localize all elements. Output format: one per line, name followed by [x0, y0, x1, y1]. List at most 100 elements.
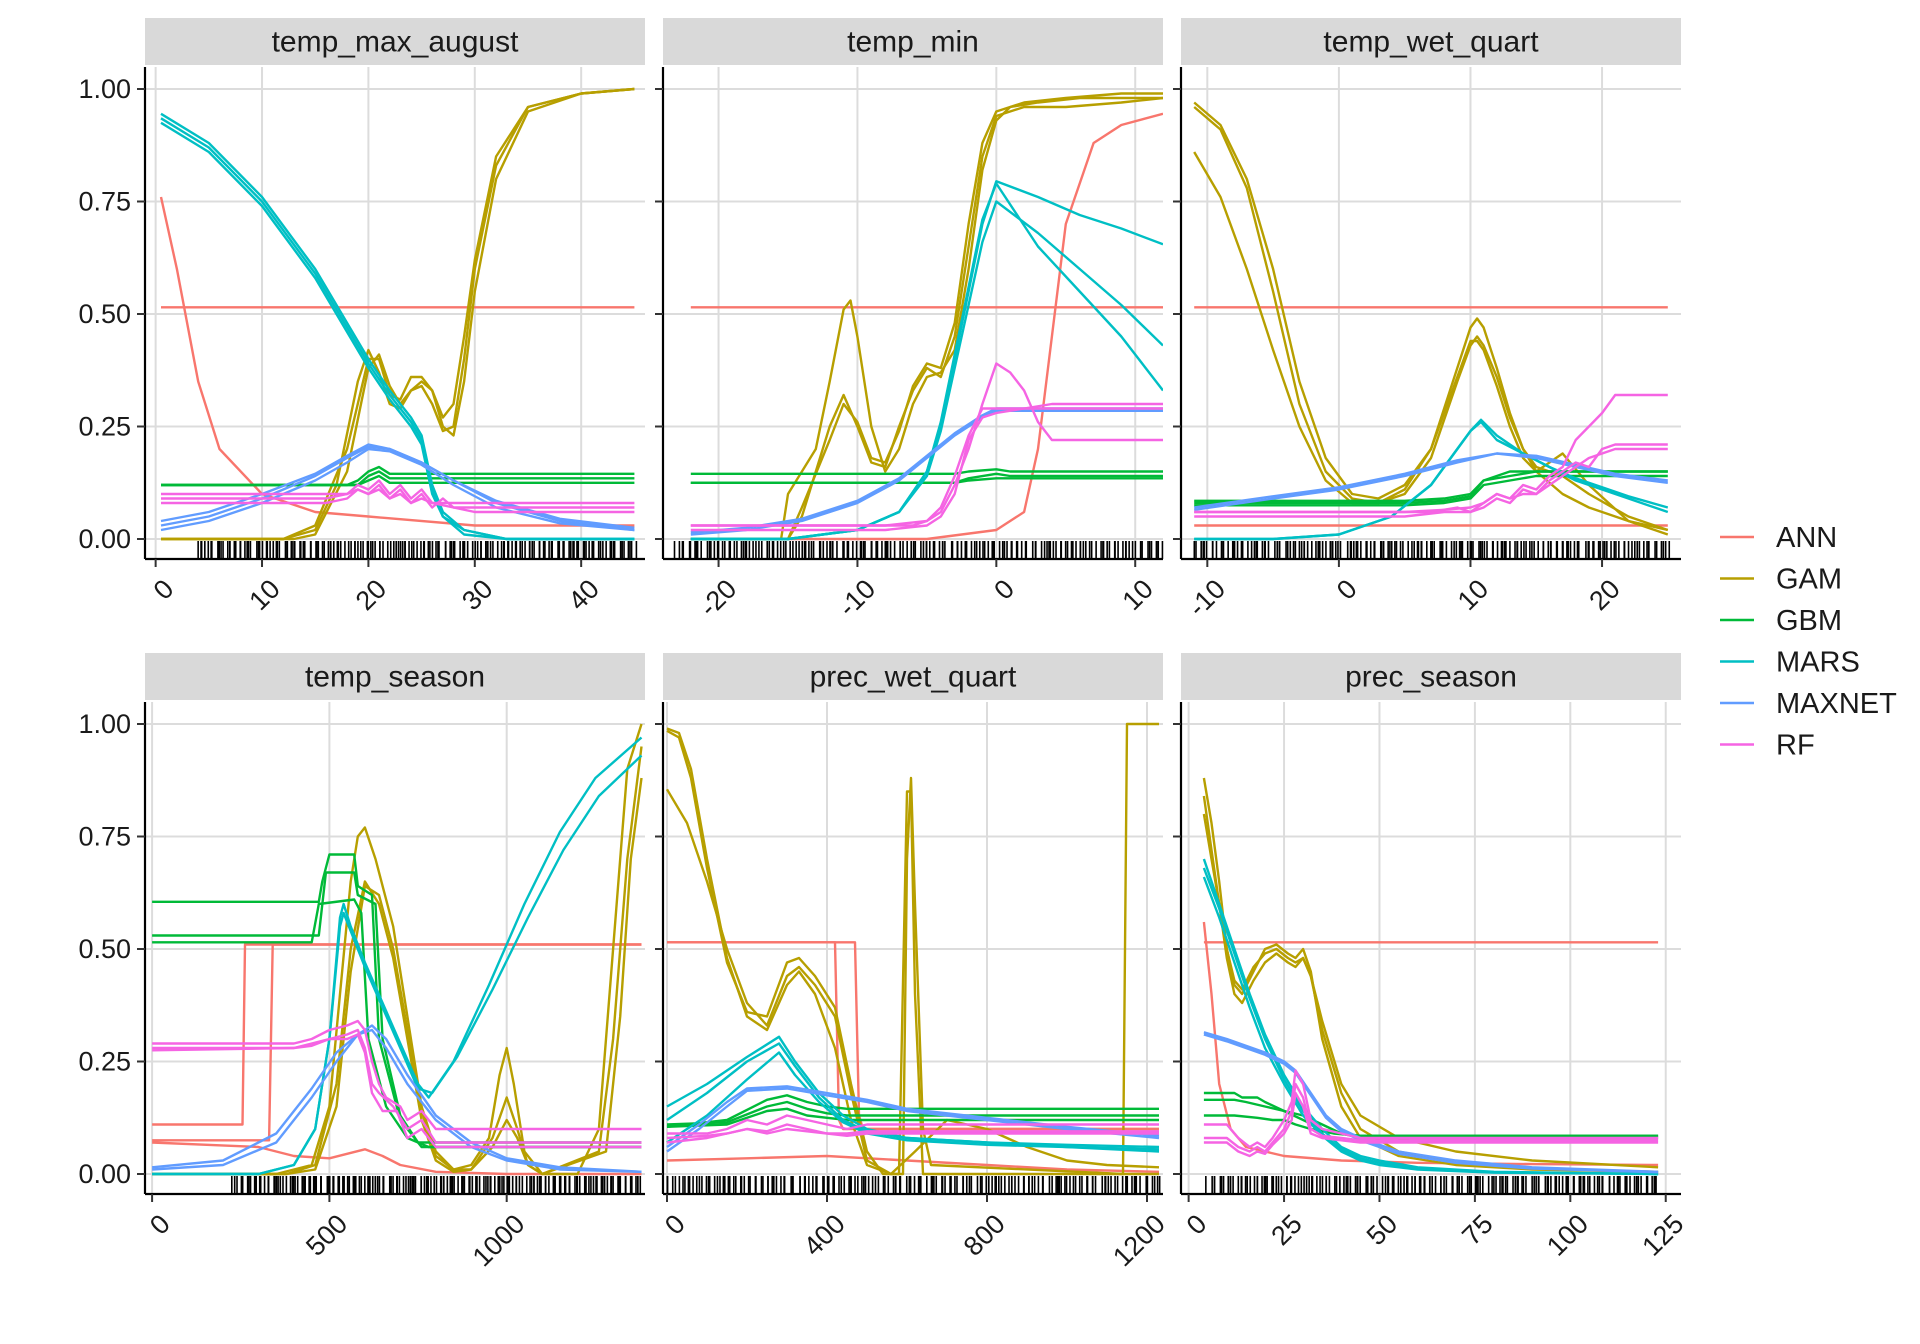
series-line-mars — [1202, 876, 1659, 1176]
series-line-maxnet — [1203, 1031, 1659, 1173]
y-tick-label: 0.25 — [78, 412, 131, 442]
legend-label: MAXNET — [1776, 688, 1897, 720]
series-line-rf — [161, 488, 635, 509]
series-line-gbm — [666, 1094, 1159, 1128]
y-tick-label: 1.00 — [78, 74, 131, 104]
series-line-maxnet — [1203, 1033, 1659, 1174]
series-line-maxnet — [151, 1024, 642, 1173]
y-tick-label: 0.50 — [78, 299, 131, 329]
series-line-mars — [666, 1042, 1160, 1151]
series-line-gbm — [690, 468, 1163, 475]
series-line-gam — [1193, 151, 1669, 536]
rug — [1193, 541, 1671, 559]
series-line-gbm — [152, 898, 642, 1149]
facet-strip — [145, 653, 645, 700]
facet-strip — [663, 653, 1163, 700]
legend-label: GAM — [1776, 564, 1842, 596]
series-line-rf — [666, 1127, 1159, 1140]
series-line-mars — [666, 1051, 1160, 1153]
facet-strip — [145, 18, 645, 65]
series-line-mars — [1202, 858, 1659, 1176]
legend-label: ANN — [1776, 522, 1837, 554]
legend-label: RF — [1776, 730, 1815, 762]
facet-label: temp_max_august — [272, 26, 519, 59]
series-line-mars — [160, 121, 635, 541]
facet-label: temp_wet_quart — [1323, 26, 1539, 59]
facet-strip — [663, 18, 1163, 65]
series-line-gam — [161, 87, 635, 541]
series-line-rf — [1203, 1082, 1659, 1153]
series-lines — [690, 92, 1163, 541]
legend-item-gbm: GBM — [1720, 605, 1842, 637]
rug — [666, 1176, 1161, 1194]
panel-temp_min: temp_min-20 -10 0 10 — [655, 18, 1164, 622]
series-line-mars — [152, 754, 643, 1176]
legend-item-ann: ANN — [1720, 522, 1837, 554]
series-line-mars — [160, 117, 635, 541]
series-line-gam — [690, 96, 1163, 541]
y-tick-label: 0.75 — [78, 187, 131, 217]
series-line-gbm — [1194, 470, 1668, 505]
facet-strip — [1181, 18, 1681, 65]
legend-item-mars: MARS — [1720, 647, 1860, 679]
series-line-maxnet — [160, 447, 635, 532]
facet-label: temp_min — [847, 26, 979, 59]
series-line-gam — [1202, 795, 1659, 1173]
rug — [230, 1176, 642, 1194]
series-line-gam — [152, 723, 643, 1176]
series-line-gam — [1202, 813, 1659, 1169]
series-line-gbm — [1194, 474, 1668, 507]
y-tick-label: 0.25 — [78, 1047, 131, 1077]
series-line-rf — [1203, 1091, 1659, 1158]
series-lines — [665, 722, 1160, 1176]
series-line-rf — [690, 402, 1163, 527]
series-line-maxnet — [1194, 452, 1668, 509]
series-line-maxnet — [666, 1087, 1160, 1153]
series-line-gam — [161, 87, 635, 541]
facet-strip — [1181, 653, 1681, 700]
series-line-rf — [1194, 443, 1668, 518]
rug — [673, 541, 1164, 559]
legend-label: MARS — [1776, 647, 1860, 679]
series-lines — [159, 87, 635, 541]
y-tick-label: 0.75 — [78, 822, 131, 852]
series-lines — [1202, 777, 1659, 1176]
rug — [1205, 1176, 1657, 1194]
series-line-gam — [666, 729, 1159, 1176]
series-line-ann — [690, 112, 1163, 541]
legend: ANN GAM GBM MARS MAXNET RF — [1720, 522, 1897, 762]
y-tick-label: 0.50 — [78, 934, 131, 964]
panel-temp_wet_quart: temp_wet_quart-10 0 10 20 — [1173, 18, 1681, 622]
series-line-rf — [161, 479, 635, 505]
series-line-gam — [1193, 101, 1669, 532]
series-line-gbm — [690, 477, 1163, 484]
series-line-maxnet — [152, 1028, 642, 1173]
series-line-rf — [161, 483, 635, 514]
y-tick-label: 1.00 — [78, 709, 131, 739]
series-line-rf — [690, 407, 1163, 532]
facet-label: prec_wet_quart — [810, 661, 1017, 694]
facet-label: prec_season — [1345, 661, 1517, 694]
y-tick-label: 0.00 — [78, 524, 131, 554]
legend-item-rf: RF — [1720, 730, 1815, 762]
series-line-gbm — [1194, 470, 1668, 502]
series-line-rf — [667, 1114, 1159, 1135]
y-tick-label: 0.00 — [78, 1159, 131, 1189]
series-line-rf — [1203, 1069, 1659, 1149]
legend-label: GBM — [1776, 605, 1842, 637]
series-lines — [1193, 101, 1669, 541]
series-line-rf — [152, 1019, 642, 1131]
facet-label: temp_season — [305, 661, 485, 694]
rug — [197, 541, 638, 559]
series-line-maxnet — [666, 1085, 1160, 1148]
series-lines — [151, 723, 643, 1176]
legend-item-maxnet: MAXNET — [1720, 688, 1897, 720]
series-line-mars — [690, 182, 1163, 541]
legend-item-gam: GAM — [1720, 564, 1842, 596]
series-line-ann — [152, 1141, 642, 1176]
